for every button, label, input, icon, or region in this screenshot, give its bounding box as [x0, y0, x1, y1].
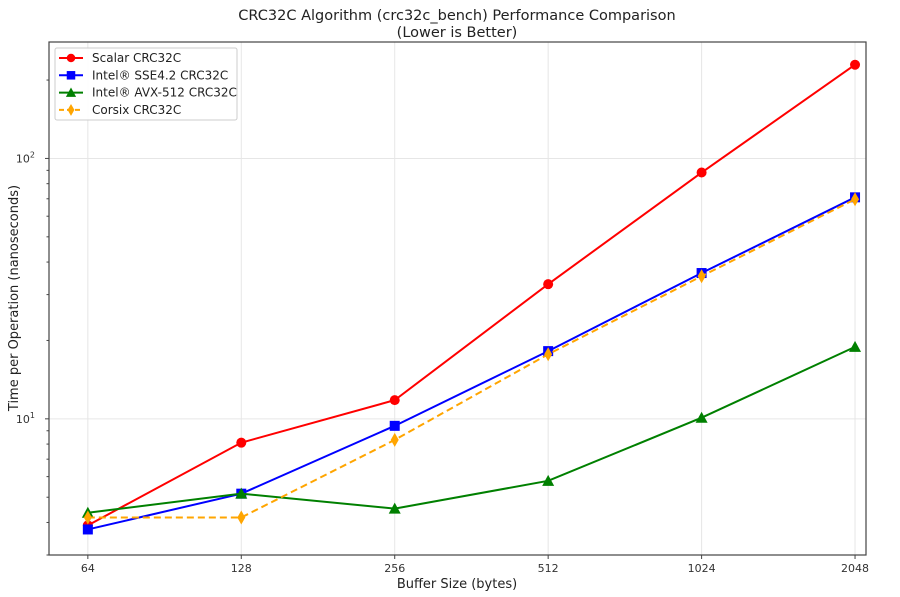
- marker-circle: [696, 167, 707, 178]
- marker-triangle: [388, 502, 401, 514]
- series-line: [87, 196, 856, 531]
- marker-diamond: [544, 347, 553, 362]
- chart-subtitle: (Lower is Better): [397, 25, 518, 41]
- x-tick-label: 2048: [841, 562, 869, 575]
- marker-triangle: [849, 340, 862, 352]
- y-tick-label: 101: [16, 411, 35, 426]
- x-tick-label: 512: [538, 562, 559, 575]
- series-intel-sse4-2-crc32c: [82, 192, 861, 535]
- marker-square: [82, 524, 93, 535]
- marker-diamond: [697, 269, 706, 284]
- legend-item: Intel® SSE4.2 CRC32C: [59, 68, 228, 82]
- plot-frame: [48, 41, 867, 556]
- x-tick-label: 64: [81, 562, 95, 575]
- series-line: [87, 63, 856, 527]
- legend-label: Corsix CRC32C: [92, 103, 181, 117]
- legend-label: Intel® SSE4.2 CRC32C: [92, 68, 228, 82]
- legend-label: Intel® AVX-512 CRC32C: [92, 86, 237, 100]
- legend-label: Scalar CRC32C: [92, 51, 181, 65]
- legend-box: [54, 47, 238, 121]
- marker-triangle: [65, 87, 77, 97]
- marker-circle: [543, 279, 554, 290]
- series-layer: [81, 59, 862, 535]
- series-corsix-crc32c: [83, 192, 860, 525]
- marker-square: [66, 71, 76, 80]
- x-tick-label: 128: [231, 562, 252, 575]
- y-axis: 101 102: [16, 79, 49, 556]
- marker-diamond: [83, 510, 92, 525]
- legend-item: Corsix CRC32C: [59, 103, 181, 117]
- marker-circle: [850, 59, 861, 70]
- marker-circle: [66, 53, 76, 63]
- marker-triangle: [695, 411, 708, 423]
- series-line: [87, 198, 856, 519]
- marker-triangle: [235, 487, 248, 499]
- x-axis: 64 128 256 512 1024 2048: [81, 555, 869, 575]
- x-tick-label: 1024: [688, 562, 716, 575]
- marker-diamond: [67, 103, 75, 116]
- x-tick-label: 256: [384, 562, 405, 575]
- marker-circle: [236, 437, 247, 448]
- marker-square: [389, 420, 400, 431]
- marker-circle: [389, 395, 400, 406]
- legend-item: Intel® AVX-512 CRC32C: [59, 86, 237, 100]
- series-line: [87, 345, 856, 514]
- marker-triangle: [542, 474, 555, 486]
- grid: [49, 42, 866, 555]
- legend-item: Scalar CRC32C: [59, 51, 181, 65]
- series-intel-avx-512-crc32c: [81, 340, 862, 518]
- marker-diamond: [851, 192, 860, 207]
- y-axis-label: Time per Operation (nanoseconds): [7, 185, 22, 412]
- chart-title: CRC32C Algorithm (crc32c_bench) Performa…: [238, 8, 675, 24]
- series-scalar-crc32c: [82, 59, 861, 531]
- marker-diamond: [237, 510, 246, 525]
- x-axis-label: Buffer Size (bytes): [397, 577, 517, 592]
- y-tick-label: 102: [16, 150, 35, 165]
- legend: Scalar CRC32C Intel® SSE4.2 CRC32C Intel® …: [54, 47, 238, 121]
- marker-diamond: [390, 432, 399, 447]
